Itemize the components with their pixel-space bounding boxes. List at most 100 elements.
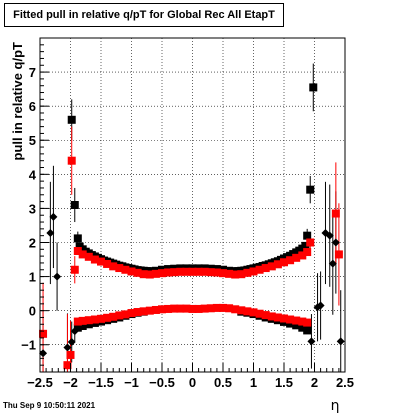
y-tick-label: 0 [29, 304, 36, 319]
data-point [261, 311, 270, 320]
data-point [188, 304, 197, 313]
data-point [306, 185, 315, 194]
data-point [73, 234, 82, 243]
data-point [139, 270, 148, 279]
data-point [261, 264, 270, 273]
data-point [182, 267, 191, 276]
data-point [84, 320, 93, 329]
data-point [133, 268, 142, 277]
data-point [188, 267, 197, 276]
x-tick-label: −1 [124, 375, 139, 390]
data-point [212, 268, 221, 277]
data-point [292, 253, 301, 262]
data-point [298, 251, 307, 260]
data-point [164, 268, 173, 277]
x-tick-label: −2 [63, 375, 78, 390]
x-tick-label: 2.5 [336, 375, 354, 390]
data-point [249, 267, 258, 276]
data-point [298, 317, 307, 326]
data-point [115, 311, 124, 320]
data-point [286, 319, 295, 328]
data-point [158, 305, 166, 314]
data-point [303, 231, 312, 240]
data-point [336, 337, 345, 346]
data-point [306, 238, 315, 247]
data-point [73, 247, 82, 256]
data-point [90, 315, 99, 324]
data-point [73, 323, 82, 332]
timestamp: Thu Sep 9 10:50:11 2021 [3, 401, 96, 410]
data-point [331, 238, 340, 247]
y-tick-label: 4 [29, 167, 37, 182]
data-point [78, 316, 87, 325]
data-point [49, 212, 58, 221]
data-point [243, 268, 252, 277]
data-point [90, 255, 99, 264]
x-tick-label: 0 [189, 375, 196, 390]
data-point [200, 267, 209, 276]
data-point [164, 304, 173, 313]
data-point [97, 314, 105, 323]
data-point [73, 317, 82, 326]
data-point [225, 269, 234, 278]
x-tick-label: −1.5 [88, 375, 114, 390]
data-point [121, 265, 130, 274]
data-point [303, 248, 312, 257]
data-point [63, 343, 72, 352]
x-tick-label: 1 [250, 375, 257, 390]
data-point [267, 262, 276, 271]
data-point [78, 250, 87, 259]
y-tick-label: 7 [29, 65, 36, 80]
y-tick-label: 5 [29, 133, 36, 148]
y-tick-label: 6 [29, 99, 36, 114]
data-point [237, 270, 246, 279]
data-point [121, 310, 130, 319]
data-point [176, 304, 185, 313]
data-point [331, 209, 340, 218]
data-point [316, 301, 325, 310]
x-tick-label: −0.5 [149, 375, 175, 390]
data-point [115, 264, 124, 273]
data-point [328, 259, 337, 268]
data-point [200, 304, 209, 313]
data-point [280, 258, 288, 267]
data-point [53, 272, 62, 281]
chart-title: Fitted pull in relative q/pT for Global … [4, 3, 284, 27]
y-tick-label: 3 [29, 201, 36, 216]
data-point [127, 267, 136, 276]
data-point [66, 350, 75, 359]
data-point [292, 321, 301, 330]
data-point [97, 257, 105, 266]
data-point [70, 265, 79, 274]
data-point [212, 303, 221, 312]
data-point [243, 307, 252, 316]
x-tick-label: 2 [311, 375, 318, 390]
data-point [67, 338, 76, 347]
data-point [286, 256, 295, 265]
data-point [301, 241, 310, 250]
data-point [219, 303, 227, 312]
data-point [139, 307, 148, 316]
tick-labels: −2.5 −2 −1.5 −1 −0.5 0 0.5 1 1.5 2 2.5 −1 0 1 2 3 4 5 6 7 [21, 65, 354, 390]
x-tick-label: 0.5 [214, 375, 232, 390]
data-point [303, 326, 312, 335]
data-point [231, 305, 240, 314]
data-point [298, 323, 307, 332]
data-point [103, 259, 112, 268]
data-point [109, 262, 118, 271]
data-point [39, 329, 48, 338]
data-point [151, 269, 160, 278]
data-point [109, 312, 118, 321]
data-point [255, 265, 264, 274]
data-point [225, 304, 234, 313]
data-point [63, 361, 72, 370]
data-point [273, 313, 282, 322]
data-point [133, 308, 142, 317]
data-point [67, 156, 76, 165]
data-point [194, 304, 203, 313]
x-axis-label: η [331, 398, 340, 414]
data-point [127, 309, 136, 318]
data-point [145, 270, 154, 279]
data-point [182, 304, 191, 313]
